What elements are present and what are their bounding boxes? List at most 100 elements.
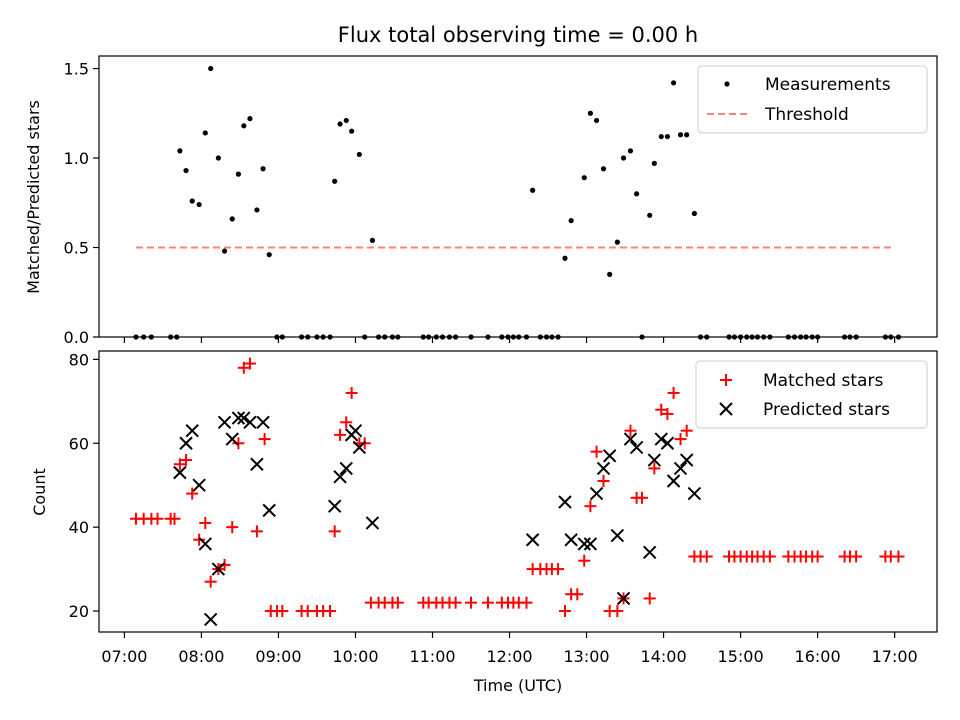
matched-star-point	[584, 500, 597, 513]
measurement-point	[647, 212, 653, 218]
predicted-star-point	[596, 461, 611, 476]
measurement-point	[684, 132, 690, 138]
count-panel: 20 40 60 80 07:00 08:00 09:00 10:00 11:00 12:00 1…	[30, 350, 938, 695]
matched-star-point	[590, 445, 603, 458]
x-tick-label: 12:00	[486, 647, 532, 666]
measurement-point	[677, 132, 684, 138]
predicted-star-point	[237, 411, 251, 425]
matched-star-point	[661, 407, 674, 420]
matched-star-point	[520, 596, 533, 609]
bottom-y-tick-label: 60	[69, 434, 89, 453]
legend-measurements-label: Measurements	[765, 75, 891, 95]
matched-star-point	[226, 521, 239, 534]
predicted-star-point	[333, 470, 347, 484]
matched-star-point	[232, 437, 245, 450]
x-tick-label: 13:00	[563, 647, 609, 666]
legend-matched-label: Matched stars	[763, 371, 883, 391]
predicted-star-point	[564, 533, 578, 547]
predicted-star-point	[687, 486, 702, 501]
predicted-star-point	[339, 461, 353, 476]
count-points	[129, 357, 905, 627]
matched-star-point	[571, 588, 584, 601]
measurement-point	[235, 171, 242, 177]
predicted-star-point	[243, 415, 257, 430]
x-tick-label: 15:00	[718, 647, 764, 666]
predicted-star-point	[211, 562, 226, 576]
top-y-tick-label: 1.5	[64, 60, 89, 79]
matched-star-point	[328, 525, 341, 538]
predicted-star-point	[198, 537, 212, 551]
matched-star-point	[552, 563, 565, 576]
top-legend: Measurements Threshold	[697, 65, 928, 134]
measurement-point	[221, 248, 228, 254]
matched-star-point	[700, 550, 713, 563]
matched-star-point	[558, 605, 571, 618]
x-tick-label: 07:00	[101, 647, 147, 666]
predicted-star-point	[256, 415, 270, 430]
x-tick-label: 10:00	[332, 647, 378, 666]
bottom-legend: Matched stars Predicted stars	[695, 360, 928, 429]
bottom-y-tick-label: 80	[69, 350, 89, 369]
measurement-point	[607, 271, 613, 277]
predicted-star-point	[589, 486, 604, 501]
matched-star-point	[258, 433, 271, 446]
matched-star-point	[243, 357, 256, 370]
x-tick-label: 14:00	[641, 647, 687, 666]
predicted-star-point	[525, 533, 540, 547]
matched-star-point	[680, 424, 693, 437]
measurement-point	[343, 117, 349, 124]
x-tick-label: 09:00	[255, 647, 301, 666]
measurement-point	[634, 191, 640, 197]
predicted-star-point	[327, 499, 342, 513]
bottom-x-ticks: 07:00 08:00 09:00 10:00 11:00 12:00 13:00 14:00…	[101, 632, 918, 666]
matched-star-point	[578, 554, 591, 567]
predicted-star-point	[643, 545, 657, 560]
measurement-point	[260, 166, 266, 172]
matched-star-point	[648, 462, 661, 475]
measurement-point	[332, 178, 338, 184]
measurement-point	[349, 128, 355, 134]
top-legend-box	[697, 65, 928, 134]
predicted-star-point	[558, 495, 572, 509]
x-tick-label: 08:00	[178, 647, 224, 666]
legend-threshold-label: Threshold	[764, 105, 849, 125]
ratio-panel: 0.0 0.5 1.0 1.5 Matched/Predicted stars Mea…	[24, 55, 938, 347]
predicted-star-point	[610, 528, 625, 543]
predicted-star-point	[629, 440, 644, 455]
matched-star-point	[611, 605, 624, 618]
matched-star-point	[655, 403, 668, 416]
measurement-point	[241, 123, 247, 129]
matched-star-point	[624, 424, 637, 437]
matched-star-point	[667, 386, 680, 399]
matched-star-point	[850, 550, 863, 563]
measurement-point	[369, 237, 376, 243]
measurement-point	[229, 216, 235, 222]
bottom-y-axis-label: Count	[30, 468, 49, 516]
predicted-star-point	[231, 411, 246, 425]
predicted-star-point	[262, 503, 276, 518]
predicted-star-point	[654, 432, 668, 446]
predicted-star-point	[673, 461, 688, 476]
matched-star-point	[186, 487, 199, 500]
matched-star-point	[340, 416, 353, 429]
top-y-tick-label: 0.5	[64, 239, 89, 258]
measurement-point	[664, 133, 671, 140]
matched-star-point	[199, 516, 212, 529]
measurement-point	[183, 167, 189, 174]
predicted-star-point	[225, 432, 239, 446]
matched-star-point	[449, 596, 462, 609]
chart-title: Flux total observing time = 0.00 h	[338, 23, 698, 47]
predicted-star-point	[203, 612, 218, 627]
top-y-tick-label: 1.0	[64, 149, 89, 168]
measurement-point	[600, 166, 607, 172]
predicted-star-point	[348, 423, 363, 438]
matched-star-point	[643, 592, 656, 605]
predicted-star-point	[666, 474, 681, 488]
predicted-star-point	[365, 516, 380, 530]
matched-star-point	[636, 491, 649, 504]
predicted-star-point	[602, 449, 617, 463]
matched-star-point	[218, 558, 231, 571]
legend-x-marker	[719, 402, 733, 416]
measurement-point	[356, 151, 362, 158]
